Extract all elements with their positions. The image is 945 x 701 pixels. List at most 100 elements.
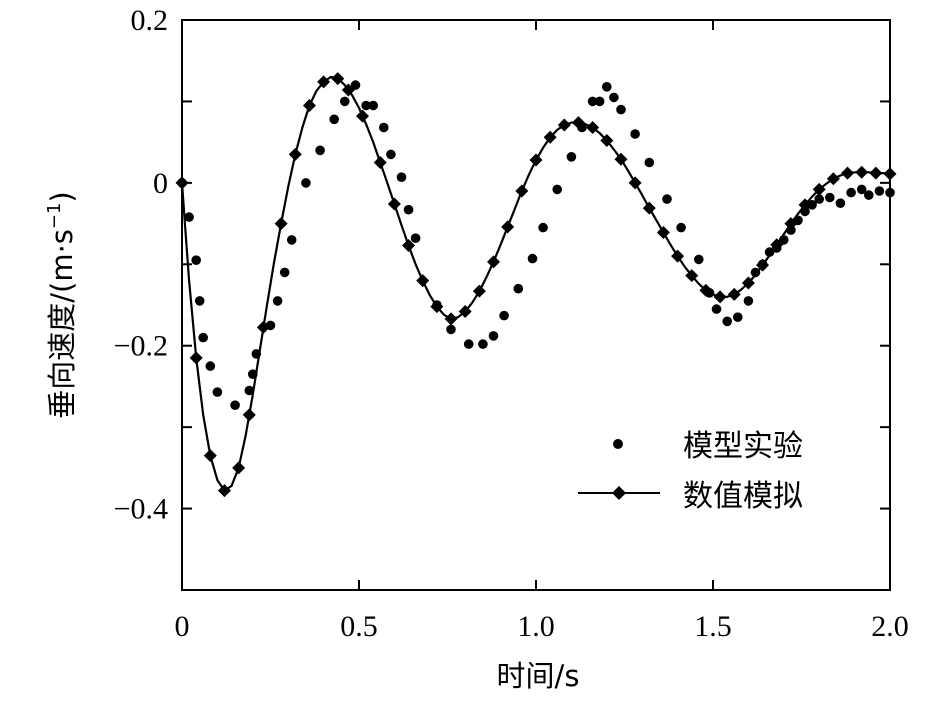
diamond-marker xyxy=(242,408,256,422)
diamond-marker xyxy=(741,276,755,290)
experiment-point xyxy=(410,233,421,243)
experiment-point xyxy=(265,320,276,331)
experiment-point xyxy=(644,157,655,168)
diamond-marker xyxy=(416,274,430,288)
experiment-point xyxy=(432,300,442,310)
legend-marker-dots xyxy=(613,439,623,449)
diamond-marker xyxy=(557,118,571,132)
diamond-marker xyxy=(189,351,203,365)
legend-label-series-2: 数值模拟 xyxy=(683,479,803,514)
experiment-point xyxy=(676,222,686,233)
experiment-point xyxy=(704,288,715,298)
experiment-point xyxy=(191,255,201,265)
diamond-marker xyxy=(826,172,840,186)
experiment-point xyxy=(793,215,803,226)
experiment-point xyxy=(609,92,619,103)
experiment-point xyxy=(711,304,722,314)
diamond-marker xyxy=(217,484,231,498)
experiment-point xyxy=(379,122,389,133)
x-tick-label: 1.0 xyxy=(517,610,555,643)
diamond-marker xyxy=(317,75,331,89)
experiment-point xyxy=(722,316,732,327)
experiment-point xyxy=(630,129,640,139)
experiment-point xyxy=(315,145,325,156)
experiment-point xyxy=(807,200,817,210)
tick-label-layer: 0 0.5 1.0 1.5 2.0 0.2 0 −0.2 −0.4 xyxy=(114,4,909,643)
diamond-marker xyxy=(472,284,486,298)
experiment-point xyxy=(750,267,761,278)
y-axis-title-end: ) xyxy=(45,191,79,202)
diamond-marker xyxy=(356,109,370,123)
x-tick-label: 2.0 xyxy=(871,610,909,643)
experiment-point xyxy=(463,339,474,349)
diamond-marker xyxy=(402,239,416,253)
experiment-point xyxy=(694,254,704,265)
experiment-point xyxy=(552,184,562,195)
diamond-marker xyxy=(331,72,345,86)
diamond-marker xyxy=(642,201,656,215)
diamond-marker xyxy=(855,165,869,179)
experiment-point xyxy=(846,187,856,198)
diamond-marker xyxy=(543,130,557,144)
x-tick-label: 0.5 xyxy=(340,610,378,643)
experiment-point xyxy=(301,178,311,188)
experiment-point xyxy=(764,247,775,257)
experiment-point xyxy=(874,186,885,196)
experiment-point xyxy=(212,387,223,397)
experiment-point xyxy=(594,96,605,107)
experiment-point xyxy=(403,204,414,215)
experiment-point xyxy=(194,296,205,306)
experiment-point xyxy=(184,212,194,222)
experiment-point xyxy=(527,253,538,264)
experiment-point xyxy=(662,194,672,204)
experiment-point xyxy=(757,259,768,270)
legend-label-series-1: 模型实验 xyxy=(683,429,803,464)
diamond-marker xyxy=(841,166,855,180)
legend: 模型实验 数值模拟 xyxy=(578,429,803,514)
diamond-marker xyxy=(501,220,515,234)
experiment-point xyxy=(361,100,371,111)
experiment-point xyxy=(835,198,846,208)
diamond-marker xyxy=(656,226,670,240)
experiment-point xyxy=(329,114,340,125)
diamond-marker xyxy=(487,255,501,269)
diamond-marker xyxy=(288,147,302,161)
experiment-point xyxy=(513,283,524,294)
experiment-point xyxy=(478,339,488,349)
experiment-point xyxy=(279,267,290,278)
experiment-point xyxy=(577,122,587,133)
series-layer xyxy=(175,72,897,498)
experiment-point xyxy=(800,206,810,217)
experiment-point xyxy=(587,96,598,107)
experiment-point xyxy=(602,82,612,92)
diamond-marker xyxy=(274,217,288,231)
experiment-point xyxy=(340,96,350,107)
x-axis-title: 时间/s xyxy=(497,659,580,693)
diamond-marker xyxy=(685,269,699,283)
diamond-marker xyxy=(373,156,387,169)
y-axis-title-main: 垂向速度/(m·s xyxy=(45,229,79,419)
experiment-point xyxy=(743,296,754,306)
experiment-point xyxy=(499,310,509,321)
experiment-point xyxy=(244,385,255,396)
experiment-point xyxy=(248,369,258,380)
experiment-point xyxy=(814,194,824,204)
diamond-marker xyxy=(203,449,217,463)
experiment-point xyxy=(230,400,240,411)
diamond-marker xyxy=(458,305,472,319)
diamond-marker xyxy=(600,134,614,148)
experiment-point xyxy=(538,222,548,233)
x-tick-label: 1.5 xyxy=(694,610,732,643)
experiment-point xyxy=(386,149,396,160)
y-axis-title-exponent: −1 xyxy=(44,203,65,230)
experiment-point xyxy=(786,225,796,235)
tick-layer xyxy=(181,19,891,591)
diamond-marker xyxy=(529,153,543,167)
experiment-point xyxy=(205,361,216,371)
diamond-marker xyxy=(713,290,727,304)
diamond-marker xyxy=(515,184,529,198)
x-tick-label: 0 xyxy=(175,610,190,643)
y-tick-label: 0 xyxy=(153,167,168,200)
experiment-point xyxy=(368,100,379,111)
experiment-point xyxy=(825,192,835,203)
